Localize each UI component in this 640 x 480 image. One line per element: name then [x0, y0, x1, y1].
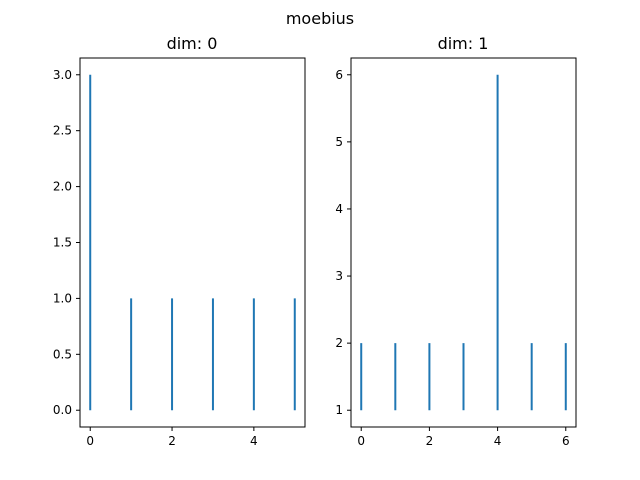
- y-tick-label: 2: [335, 336, 343, 350]
- y-tick-label: 1.0: [53, 291, 72, 305]
- y-tick-label: 4: [335, 202, 343, 216]
- y-tick-label: 1: [335, 403, 343, 417]
- data-lines: [89, 74, 296, 411]
- subplot-title: dim: 1: [438, 34, 489, 53]
- y-tick-label: 3.0: [53, 68, 72, 82]
- x-tick-label: 4: [250, 434, 258, 448]
- data-lines: [360, 74, 567, 411]
- y-tick-label: 0.0: [53, 403, 72, 417]
- y-tick-label: 2.5: [53, 124, 72, 138]
- subplot-title: dim: 0: [167, 34, 218, 53]
- y-tick-label: 2.0: [53, 180, 72, 194]
- subplot-dim-1: dim: 1 0 2 4 6 1 2 3 4 5 6: [335, 34, 577, 448]
- x-axis-ticks: 0 2 4 6: [357, 427, 570, 448]
- y-tick-label: 0.5: [53, 347, 72, 361]
- x-tick-label: 0: [357, 434, 365, 448]
- x-tick-label: 2: [426, 434, 434, 448]
- y-axis-ticks: 1 2 3 4 5 6: [335, 68, 351, 417]
- subplot-dim-0: dim: 0 0 2 4 0.0 0.5 1.0 1.5 2.0 2.5 3.0: [53, 34, 306, 448]
- y-tick-label: 3: [335, 269, 343, 283]
- y-axis-ticks: 0.0 0.5 1.0 1.5 2.0 2.5 3.0: [53, 68, 80, 417]
- x-tick-label: 0: [86, 434, 94, 448]
- figure-suptitle: moebius: [286, 9, 354, 28]
- plot-frame: [350, 57, 577, 428]
- x-tick-label: 6: [562, 434, 570, 448]
- x-tick-label: 2: [168, 434, 176, 448]
- x-tick-label: 4: [494, 434, 502, 448]
- x-axis-ticks: 0 2 4: [86, 427, 258, 448]
- plot-frame: [79, 57, 306, 428]
- y-tick-label: 6: [335, 68, 343, 82]
- y-tick-label: 5: [335, 135, 343, 149]
- y-tick-label: 1.5: [53, 236, 72, 250]
